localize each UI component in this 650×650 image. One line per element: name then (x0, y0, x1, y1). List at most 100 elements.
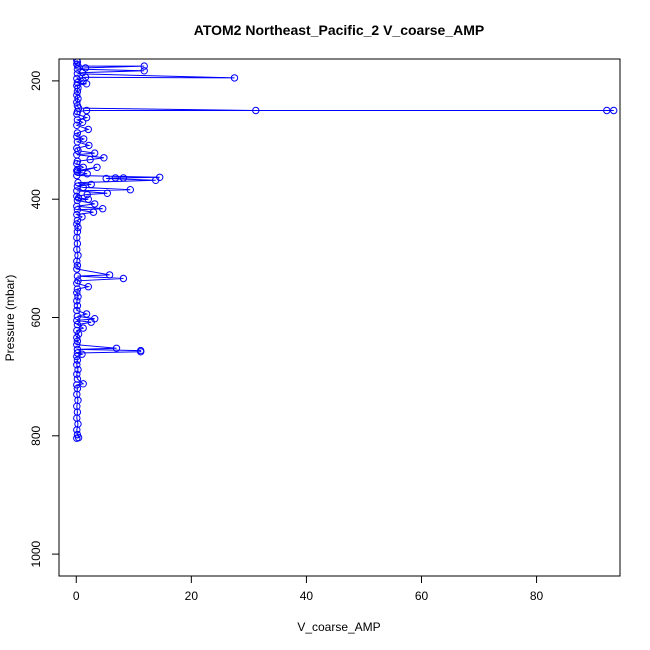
data-point (73, 381, 81, 389)
data-point (126, 186, 135, 194)
data-point (152, 176, 160, 185)
data-point (119, 174, 128, 182)
y-axis: 200 400 600 800 1000 (29, 71, 60, 567)
data-point (73, 316, 81, 325)
data-point (73, 302, 82, 310)
data-point (140, 62, 148, 70)
data-point (230, 74, 239, 82)
x-tick-label: 20 (185, 589, 199, 603)
data-point (82, 80, 91, 88)
data-point (252, 106, 260, 115)
data-point (74, 330, 83, 338)
y-tick-label: 800 (29, 425, 43, 445)
data-point (73, 285, 82, 293)
data-point (73, 272, 82, 280)
data-point (73, 434, 81, 442)
data-point (73, 265, 81, 273)
data-point (73, 129, 82, 137)
data-point (73, 70, 82, 78)
data-point (85, 141, 93, 150)
data-point (603, 106, 611, 115)
data-point (100, 154, 108, 162)
data-point (91, 149, 99, 157)
data-point (610, 106, 618, 115)
data-point (73, 220, 81, 228)
data-point (78, 213, 86, 221)
data-point (102, 174, 110, 183)
data-point (74, 84, 82, 92)
y-tick-label: 200 (29, 71, 43, 91)
data-point (73, 356, 82, 364)
data-point (78, 118, 87, 127)
x-tick-label: 60 (415, 589, 429, 603)
data-point (73, 187, 81, 195)
plot-frame (58, 58, 621, 577)
data-point (73, 202, 81, 211)
data-point (73, 349, 82, 357)
data-point (82, 113, 91, 122)
data-point (137, 348, 145, 356)
data-point (82, 310, 91, 318)
data-point (111, 174, 120, 182)
x-tick-label: 0 (73, 589, 80, 603)
data-point (84, 125, 93, 134)
data-point (112, 344, 121, 352)
data-point (140, 67, 148, 75)
data-point (80, 135, 88, 143)
data-point (73, 65, 82, 73)
series-line (75, 60, 614, 439)
data-point (89, 208, 98, 216)
data-point (73, 87, 82, 96)
data-point (73, 261, 82, 270)
data-point (99, 205, 107, 213)
data-point (84, 283, 93, 291)
data-point (73, 352, 81, 361)
data-point (91, 200, 99, 208)
data-point (73, 121, 81, 130)
data-point (73, 132, 81, 141)
data-point (73, 341, 81, 349)
data-point (73, 337, 82, 345)
y-axis-label: Pressure (mbar) (3, 275, 17, 362)
data-point (103, 189, 112, 198)
data-point (73, 297, 81, 305)
data-point (73, 91, 81, 99)
data-point (74, 293, 82, 301)
data-point (73, 312, 82, 320)
data-point (74, 223, 82, 232)
data-point (73, 60, 81, 69)
data-point (73, 333, 81, 342)
data-point (86, 155, 94, 164)
data-point (73, 289, 81, 297)
data-point (93, 163, 101, 172)
x-tick-label: 80 (530, 589, 544, 603)
data-point (74, 178, 82, 187)
data-point (73, 361, 81, 369)
data-point (119, 274, 128, 283)
data-point (73, 257, 81, 265)
data-point (105, 271, 114, 279)
data-point (87, 318, 95, 326)
data-point (84, 195, 93, 203)
x-axis-label: V_coarse_AMP (297, 620, 380, 634)
chart-title: ATOM2 Northeast_Pacific_2 V_coarse_AMP (194, 22, 485, 38)
y-tick-label: 400 (29, 189, 43, 209)
x-tick-label: 40 (300, 589, 314, 603)
data-point (73, 192, 81, 200)
data-point (82, 106, 91, 115)
data-point (73, 426, 81, 434)
data-point (73, 171, 81, 180)
data-point (73, 216, 82, 225)
data-point (87, 180, 95, 189)
y-tick-label: 600 (29, 307, 43, 327)
data-point (83, 170, 91, 178)
series-layer (73, 59, 618, 442)
data-point (73, 206, 82, 214)
data-point (79, 324, 87, 332)
data-point (73, 79, 82, 87)
data-point (73, 370, 81, 378)
data-point (73, 326, 81, 335)
data-point (74, 365, 82, 374)
data-point (74, 147, 82, 155)
